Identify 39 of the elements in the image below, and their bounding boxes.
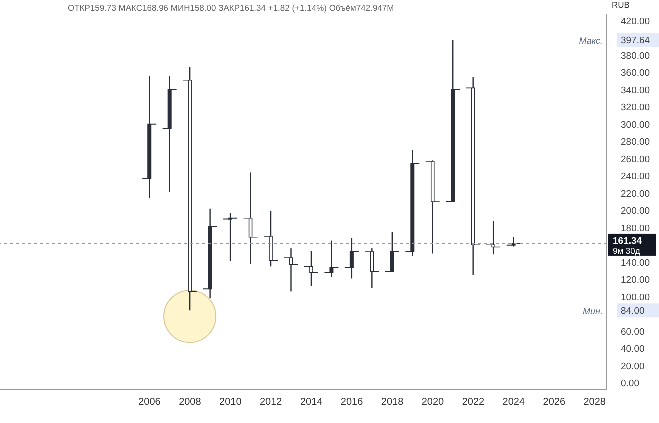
y-tick-label: 20.00 [621,361,645,372]
y-tick-label: 340.00 [621,85,650,96]
x-tick-label: 2016 [340,397,364,408]
x-tick-label: 2012 [260,397,283,408]
y-tick-label: 0.00 [621,378,640,390]
text: 9м 30д [613,246,640,256]
y-tick-label: 100.00 [621,292,650,304]
y-tick-label: 360.00 [621,68,650,80]
x-tick-label: 2024 [502,397,526,408]
text: ОТКР159.73 МАКС168.96 МИН158.00 ЗАКР161.34 +1.82 (+1.14%) Объём742.947M [68,3,394,13]
y-tick-label: 397.64 [621,36,650,47]
x-tick-label: 2010 [220,397,242,408]
y-tick-label: 60.00 [621,326,645,338]
text: RUB [612,0,630,10]
annotation: Макс. [579,36,603,46]
y-tick-label: 420.00 [621,16,650,28]
x-tick-label: 2028 [584,397,606,408]
y-tick-label: 84.00 [621,306,645,318]
y-tick-label: 260.00 [621,154,650,166]
y-tick-label: 140.00 [621,258,650,269]
y-tick-label: 380.00 [621,50,650,62]
y-tick-label: 120.00 [621,275,650,286]
x-tick-label: 2022 [462,397,486,408]
y-tick-label: 200.00 [621,206,650,218]
ref-line-label: 161.34 [613,236,643,247]
x-tick-label: 2020 [422,397,445,408]
x-tick-label: 2008 [179,397,202,408]
x-tick-label: 2018 [381,397,404,408]
x-tick-label: 2014 [300,397,324,408]
x-tick-label: 2026 [543,397,566,408]
y-tick-label: 240.00 [621,172,650,183]
y-tick-label: 180.00 [621,223,650,234]
y-tick-label: 300.00 [621,120,650,131]
y-tick-label: 280.00 [621,137,650,148]
x-tick-label: 2006 [138,397,162,408]
y-tick-label: 40.00 [621,344,645,356]
annotation: Мин. [583,306,603,317]
y-tick-label: 220.00 [621,188,650,200]
y-tick-label: 320.00 [621,102,650,114]
